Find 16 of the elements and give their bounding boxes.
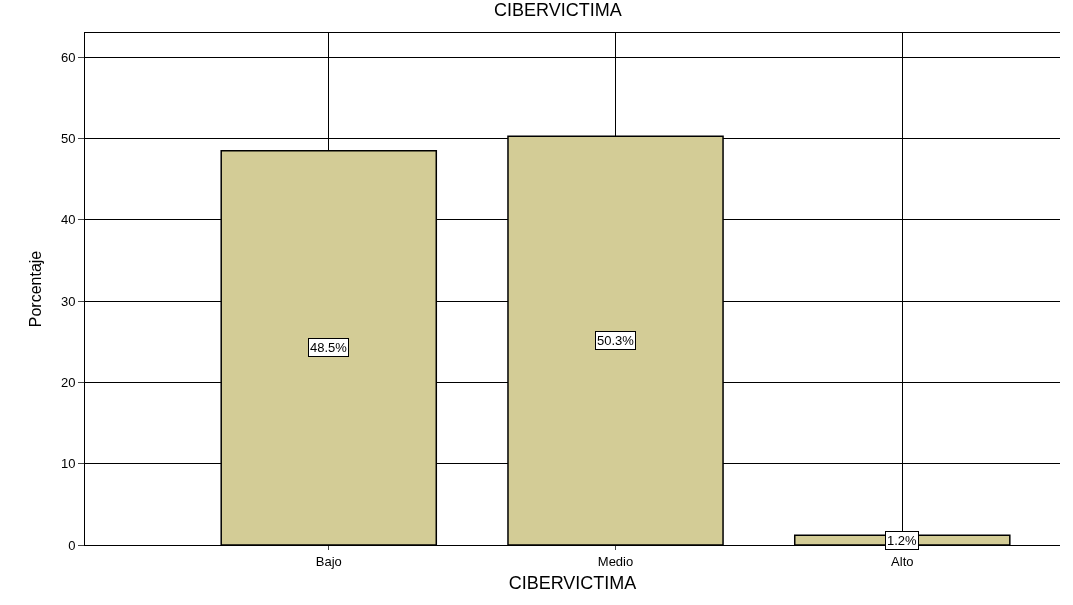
y-tick-label: 20 [60,375,76,391]
data-label: 48.5% [310,340,348,355]
y-tick-label: 30 [60,293,76,309]
data-label: 1.2% [887,533,918,548]
y-tick-label: 60 [60,49,76,65]
y-tick-label: 10 [60,456,76,472]
x-tick-label: Medio [597,553,634,569]
y-tick-label: 0 [68,537,76,553]
chart-title: CIBERVICTIMA [494,0,622,20]
x-axis-title: CIBERVICTIMA [508,572,637,593]
data-label: 50.3% [597,333,635,348]
x-tick-label: Alto [891,553,914,569]
y-tick-label: 40 [60,212,76,228]
y-tick-label: 50 [60,131,76,147]
y-axis-title: Porcentaje [26,250,44,328]
x-tick-label: Bajo [315,553,342,569]
